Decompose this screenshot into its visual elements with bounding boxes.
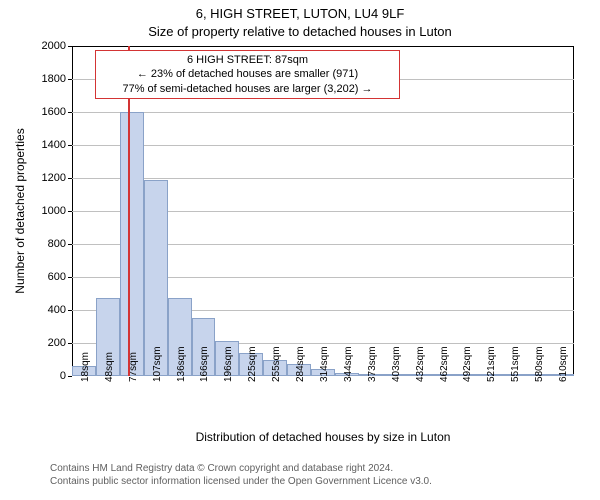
- chart-title: 6, HIGH STREET, LUTON, LU4 9LF: [0, 6, 600, 21]
- x-tick: 314sqm: [319, 346, 330, 382]
- x-tick: 284sqm: [295, 346, 306, 382]
- chart-subtitle: Size of property relative to detached ho…: [0, 24, 600, 39]
- y-tick: 0: [60, 370, 72, 382]
- footer-line-2: Contains public sector information licen…: [50, 475, 432, 488]
- x-tick: 432sqm: [415, 346, 426, 382]
- x-tick: 610sqm: [558, 346, 569, 382]
- y-tick: 400: [48, 304, 72, 316]
- y-tick: 1400: [42, 139, 72, 151]
- x-tick: 255sqm: [271, 346, 282, 382]
- x-tick: 373sqm: [367, 346, 378, 382]
- x-tick: 580sqm: [534, 346, 545, 382]
- x-tick: 136sqm: [176, 346, 187, 382]
- y-tick: 200: [48, 337, 72, 349]
- x-axis-label: Distribution of detached houses by size …: [196, 430, 451, 444]
- y-tick: 1600: [42, 106, 72, 118]
- annotation-line: ← 23% of detached houses are smaller (97…: [100, 67, 395, 81]
- annotation-line: 6 HIGH STREET: 87sqm: [100, 53, 395, 67]
- y-tick: 1800: [42, 73, 72, 85]
- y-tick: 1200: [42, 172, 72, 184]
- x-tick: 48sqm: [104, 352, 115, 382]
- x-tick: 403sqm: [391, 346, 402, 382]
- gridline-h: [72, 112, 574, 113]
- y-tick: 2000: [42, 40, 72, 52]
- footer-line-1: Contains HM Land Registry data © Crown c…: [50, 462, 432, 475]
- x-tick: 551sqm: [510, 346, 521, 382]
- x-tick: 225sqm: [247, 346, 258, 382]
- annotation-box: 6 HIGH STREET: 87sqm← 23% of detached ho…: [95, 50, 400, 99]
- x-tick: 344sqm: [343, 346, 354, 382]
- x-tick: 492sqm: [462, 346, 473, 382]
- y-axis-label: Number of detached properties: [13, 128, 27, 293]
- footer-attribution: Contains HM Land Registry data © Crown c…: [50, 462, 432, 488]
- x-tick: 462sqm: [439, 346, 450, 382]
- histogram-bar: [120, 112, 144, 376]
- gridline-h: [72, 178, 574, 179]
- annotation-line: 77% of semi-detached houses are larger (…: [100, 82, 395, 96]
- y-tick: 1000: [42, 205, 72, 217]
- x-tick: 196sqm: [223, 346, 234, 382]
- x-tick: 107sqm: [152, 346, 163, 382]
- y-tick: 600: [48, 271, 72, 283]
- x-tick: 521sqm: [486, 346, 497, 382]
- gridline-h: [72, 145, 574, 146]
- x-tick: 18sqm: [80, 352, 91, 382]
- y-tick: 800: [48, 238, 72, 250]
- x-tick: 166sqm: [199, 346, 210, 382]
